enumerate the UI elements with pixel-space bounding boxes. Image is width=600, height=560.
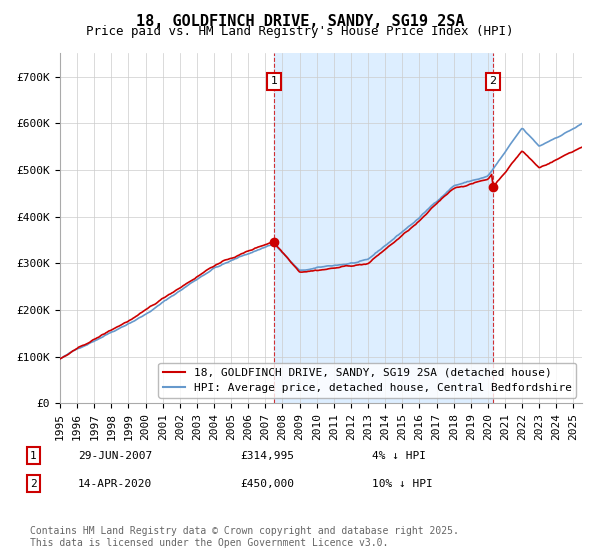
- Text: Price paid vs. HM Land Registry's House Price Index (HPI): Price paid vs. HM Land Registry's House …: [86, 25, 514, 38]
- Text: £314,995: £314,995: [240, 451, 294, 461]
- Text: 2: 2: [30, 479, 37, 489]
- Text: 14-APR-2020: 14-APR-2020: [78, 479, 152, 489]
- Text: 1: 1: [271, 76, 277, 86]
- Text: 1: 1: [30, 451, 37, 461]
- Text: 2: 2: [490, 76, 497, 86]
- Text: 4% ↓ HPI: 4% ↓ HPI: [372, 451, 426, 461]
- Bar: [274, 53, 493, 403]
- Text: 10% ↓ HPI: 10% ↓ HPI: [372, 479, 433, 489]
- Text: Contains HM Land Registry data © Crown copyright and database right 2025.
This d: Contains HM Land Registry data © Crown c…: [30, 526, 459, 548]
- Text: 29-JUN-2007: 29-JUN-2007: [78, 451, 152, 461]
- Legend: 18, GOLDFINCH DRIVE, SANDY, SG19 2SA (detached house), HPI: Average price, detac: 18, GOLDFINCH DRIVE, SANDY, SG19 2SA (de…: [158, 363, 577, 398]
- Text: £450,000: £450,000: [240, 479, 294, 489]
- Text: 18, GOLDFINCH DRIVE, SANDY, SG19 2SA: 18, GOLDFINCH DRIVE, SANDY, SG19 2SA: [136, 14, 464, 29]
